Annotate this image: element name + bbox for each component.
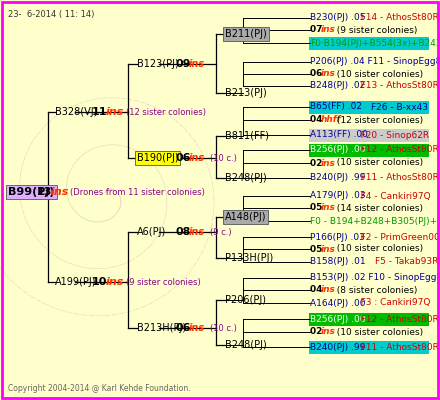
Text: ins: ins	[320, 328, 335, 336]
Text: P166(PJ) .03: P166(PJ) .03	[310, 232, 365, 242]
Text: 09: 09	[175, 59, 191, 69]
Text: ins: ins	[320, 244, 335, 254]
Text: 06: 06	[310, 70, 326, 78]
Text: B158(PJ) .01: B158(PJ) .01	[310, 258, 366, 266]
Text: ins: ins	[51, 187, 70, 197]
Text: (12 sister colonies): (12 sister colonies)	[334, 116, 424, 124]
Text: F11 - AthosSt80R: F11 - AthosSt80R	[352, 342, 439, 352]
Text: A199(PJ): A199(PJ)	[55, 277, 96, 287]
Text: 08: 08	[175, 227, 191, 237]
Text: B190(PJ): B190(PJ)	[137, 153, 179, 163]
Text: 04: 04	[310, 286, 326, 294]
Text: B65(FF) .02: B65(FF) .02	[310, 102, 362, 112]
Text: ins: ins	[320, 70, 335, 78]
Text: (Drones from 11 sister colonies): (Drones from 11 sister colonies)	[70, 188, 205, 196]
Bar	[309, 313, 429, 326]
Text: F26 - B-xx43: F26 - B-xx43	[348, 102, 429, 112]
Text: 23-  6-2014 ( 11: 14): 23- 6-2014 ( 11: 14)	[8, 10, 94, 19]
Text: B328(VJ): B328(VJ)	[55, 107, 97, 117]
Text: A113(FF) .00: A113(FF) .00	[310, 130, 368, 140]
Text: ins: ins	[106, 277, 125, 287]
Text: F4 - Cankiri97Q: F4 - Cankiri97Q	[352, 192, 431, 200]
Text: ins: ins	[189, 227, 205, 237]
Text: 05: 05	[310, 204, 326, 212]
Text: B256(PJ) .00: B256(PJ) .00	[310, 146, 366, 154]
Text: 02: 02	[310, 328, 326, 336]
Text: ins: ins	[320, 158, 335, 168]
Text: F13 - AthosSt80R: F13 - AthosSt80R	[352, 82, 439, 90]
Text: B248(PJ): B248(PJ)	[225, 173, 267, 183]
Text: P206(PJ) .04 F11 - SinopEgg86R: P206(PJ) .04 F11 - SinopEgg86R	[310, 58, 440, 66]
Text: B811(FF): B811(FF)	[225, 131, 269, 141]
Text: F2 - PrimGreen00: F2 - PrimGreen00	[352, 232, 440, 242]
Text: 11: 11	[92, 107, 107, 117]
Text: (14 sister colonies): (14 sister colonies)	[331, 204, 423, 212]
Text: (9 c.): (9 c.)	[210, 228, 231, 236]
Bar	[309, 101, 429, 114]
Text: 06: 06	[175, 153, 191, 163]
Text: F11 - AthosSt80R: F11 - AthosSt80R	[352, 174, 439, 182]
Text: ins: ins	[189, 153, 205, 163]
Bar	[309, 144, 429, 157]
Text: (10 sister colonies): (10 sister colonies)	[331, 244, 423, 254]
Text: B99(PJ): B99(PJ)	[8, 187, 55, 197]
Text: (10 c.): (10 c.)	[210, 154, 237, 162]
Text: B248(PJ) .02: B248(PJ) .02	[310, 82, 365, 90]
Text: 05: 05	[310, 244, 326, 254]
Text: F12 - AthosSt80R: F12 - AthosSt80R	[352, 314, 439, 324]
Text: F20 - Sinop62R: F20 - Sinop62R	[352, 130, 429, 140]
Text: A148(PJ): A148(PJ)	[225, 212, 267, 222]
Text: (10 sister colonies): (10 sister colonies)	[331, 158, 423, 168]
Text: F12 - AthosSt80R: F12 - AthosSt80R	[352, 146, 439, 154]
Text: ins: ins	[320, 286, 335, 294]
Text: B123(PJ): B123(PJ)	[137, 59, 179, 69]
Text: 04: 04	[310, 116, 326, 124]
Text: A164(PJ) .00: A164(PJ) .00	[310, 298, 366, 308]
Text: F3 : Cankiri97Q: F3 : Cankiri97Q	[352, 298, 430, 308]
Text: (12 sister colonies): (12 sister colonies)	[126, 108, 206, 116]
Text: 10: 10	[92, 277, 107, 287]
Text: B256(PJ) .00: B256(PJ) .00	[310, 314, 366, 324]
Text: (8 sister colonies): (8 sister colonies)	[331, 286, 418, 294]
Text: Copyright 2004-2014 @ Karl Kehde Foundation.: Copyright 2004-2014 @ Karl Kehde Foundat…	[8, 384, 191, 393]
Text: hhff: hhff	[320, 116, 341, 124]
Text: 13: 13	[37, 187, 52, 197]
Text: 06: 06	[175, 323, 191, 333]
Text: ins: ins	[189, 323, 205, 333]
Text: A6(PJ): A6(PJ)	[137, 227, 166, 237]
Text: P206(PJ): P206(PJ)	[225, 295, 266, 305]
Text: B248(PJ): B248(PJ)	[225, 340, 267, 350]
Text: (9 sister colonies): (9 sister colonies)	[126, 278, 201, 286]
Text: A179(PJ) .03: A179(PJ) .03	[310, 192, 366, 200]
Text: ins: ins	[189, 59, 205, 69]
Text: 07: 07	[310, 26, 326, 34]
Bar	[309, 341, 429, 354]
Text: B213H(PJ): B213H(PJ)	[137, 323, 186, 333]
Text: F5 - Takab93R: F5 - Takab93R	[352, 258, 438, 266]
Text: (10 c.): (10 c.)	[210, 324, 237, 332]
Text: B153(PJ) .02 F10 - SinopEgg86R: B153(PJ) .02 F10 - SinopEgg86R	[310, 274, 440, 282]
Text: 02: 02	[310, 158, 326, 168]
Bar	[309, 37, 429, 50]
Text: B211(PJ): B211(PJ)	[225, 29, 267, 39]
Text: B240(PJ) .99: B240(PJ) .99	[310, 174, 365, 182]
Text: B230(PJ) .05: B230(PJ) .05	[310, 14, 366, 22]
Text: P133H(PJ): P133H(PJ)	[225, 253, 273, 263]
Text: ins: ins	[320, 204, 335, 212]
Text: F0 - B194+B248+B305(PJ)+B152+B178+B354: F0 - B194+B248+B305(PJ)+B152+B178+B354	[310, 216, 440, 226]
Text: ins: ins	[320, 26, 335, 34]
Bar	[309, 129, 429, 142]
Text: F0·B194(PJ)+B554(3x)+B243(2x): F0·B194(PJ)+B554(3x)+B243(2x)	[310, 38, 440, 48]
Text: ins: ins	[106, 107, 125, 117]
Text: (9 sister colonies): (9 sister colonies)	[331, 26, 418, 34]
Text: F14 - AthosSt80R: F14 - AthosSt80R	[352, 14, 439, 22]
Text: B213(PJ): B213(PJ)	[225, 88, 267, 98]
Text: (10 sister colonies): (10 sister colonies)	[331, 328, 423, 336]
Text: B240(PJ) .99: B240(PJ) .99	[310, 342, 365, 352]
Text: (10 sister colonies): (10 sister colonies)	[331, 70, 423, 78]
